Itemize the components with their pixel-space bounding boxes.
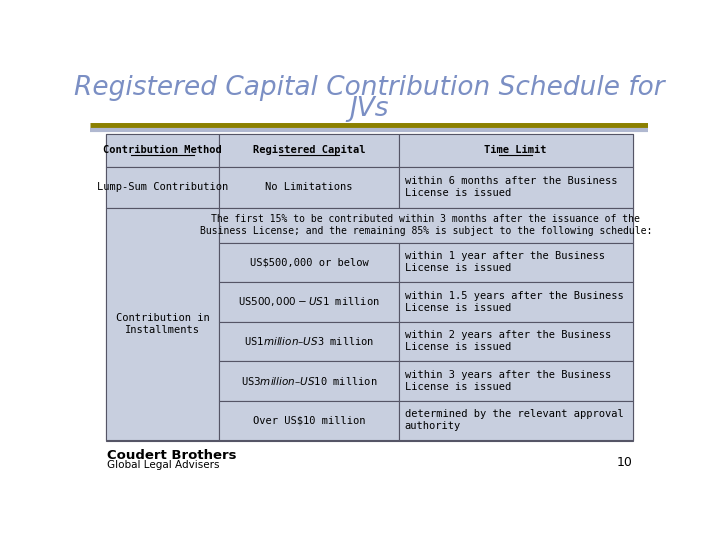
Bar bbox=[398, 166, 632, 208]
Bar bbox=[106, 166, 220, 208]
Text: The first 15% to be contributed within 3 months after the issuance of the
Busine: The first 15% to be contributed within 3… bbox=[199, 214, 652, 236]
Text: Over US$10 million: Over US$10 million bbox=[253, 415, 365, 426]
Bar bbox=[220, 208, 632, 242]
Text: US$1 million – US$3 million: US$1 million – US$3 million bbox=[244, 335, 374, 347]
Text: JVs: JVs bbox=[349, 96, 389, 122]
Text: within 2 years after the Business
License is issued: within 2 years after the Business Licens… bbox=[405, 330, 611, 353]
Text: Contribution in
Installments: Contribution in Installments bbox=[115, 313, 210, 335]
Text: within 3 years after the Business
License is issued: within 3 years after the Business Licens… bbox=[405, 370, 611, 392]
Bar bbox=[398, 242, 632, 282]
Bar bbox=[220, 242, 398, 282]
Text: No Limitations: No Limitations bbox=[265, 182, 353, 192]
Bar bbox=[220, 282, 398, 322]
Text: Global Legal Advisers: Global Legal Advisers bbox=[107, 460, 220, 470]
Bar bbox=[398, 282, 632, 322]
Bar bbox=[220, 166, 398, 208]
Bar bbox=[398, 134, 632, 166]
Bar bbox=[220, 322, 398, 361]
Bar bbox=[398, 401, 632, 440]
Text: Lump-Sum Contribution: Lump-Sum Contribution bbox=[96, 182, 228, 192]
Bar bbox=[398, 361, 632, 401]
Text: US$500,000 - US$1 million: US$500,000 - US$1 million bbox=[238, 295, 379, 308]
Text: within 6 months after the Business
License is issued: within 6 months after the Business Licen… bbox=[405, 176, 617, 198]
Text: Coudert Brothers: Coudert Brothers bbox=[107, 449, 237, 462]
Bar bbox=[106, 134, 220, 166]
Text: determined by the relevant approval
authority: determined by the relevant approval auth… bbox=[405, 409, 624, 431]
Text: Registered Capital: Registered Capital bbox=[253, 145, 365, 156]
Text: US$500,000 or below: US$500,000 or below bbox=[250, 258, 369, 267]
Text: 10: 10 bbox=[616, 456, 632, 469]
Bar bbox=[398, 322, 632, 361]
Bar bbox=[220, 361, 398, 401]
Text: within 1.5 years after the Business
License is issued: within 1.5 years after the Business Lice… bbox=[405, 291, 624, 313]
Bar bbox=[220, 401, 398, 440]
Bar bbox=[106, 208, 220, 440]
Text: Time Limit: Time Limit bbox=[485, 145, 546, 156]
Text: US$3 million – US$10 million: US$3 million – US$10 million bbox=[240, 375, 377, 387]
Text: within 1 year after the Business
License is issued: within 1 year after the Business License… bbox=[405, 251, 605, 273]
Text: Contribution Method: Contribution Method bbox=[103, 145, 222, 156]
Bar bbox=[106, 134, 632, 441]
Text: Registered Capital Contribution Schedule for: Registered Capital Contribution Schedule… bbox=[73, 75, 665, 101]
Bar bbox=[220, 134, 398, 166]
